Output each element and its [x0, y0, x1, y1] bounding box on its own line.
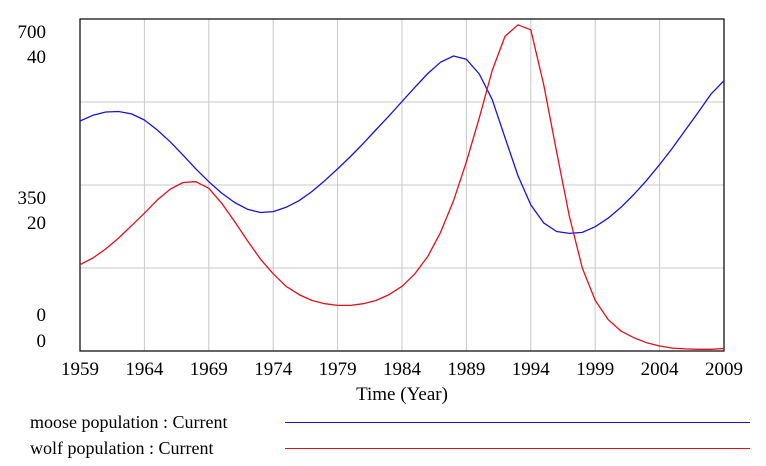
x-axis-title: Time (Year)	[356, 384, 448, 405]
y-tick-label-wolf: 20	[27, 213, 46, 234]
x-tick-label: 1984	[383, 359, 422, 380]
x-tick-label: 1959	[61, 359, 99, 380]
plot-frame	[79, 18, 725, 352]
x-tick-label: 2009	[705, 359, 743, 380]
y-tick-labels: 700 350 0 40 20 0	[18, 22, 47, 352]
legend-swatch-line	[285, 448, 750, 449]
legend-swatch-line	[285, 422, 750, 423]
chart: 1959 1964 1969 1974 1979 1984 1989 1994 1999 2004…	[18, 18, 743, 405]
legend-item-wolf: wolf population : Current	[30, 438, 750, 460]
grid	[80, 19, 724, 351]
x-tick-label: 2004	[641, 359, 680, 380]
y-tick-label-wolf: 0	[37, 331, 47, 352]
y-tick-label-moose: 0	[37, 305, 47, 326]
legend-label: moose population : Current	[30, 412, 228, 432]
x-tick-label: 1999	[576, 359, 614, 380]
x-tick-label: 1974	[254, 359, 293, 380]
x-tick-label: 1989	[447, 359, 485, 380]
x-tick-labels: 1959 1964 1969 1974 1979 1984 1989 1994 1999 2004…	[61, 359, 743, 380]
x-tick-label: 1969	[190, 359, 228, 380]
x-tick-label: 1994	[512, 359, 551, 380]
series-layer	[79, 24, 725, 350]
y-tick-label-wolf: 40	[27, 47, 46, 68]
x-tick-label: 1964	[125, 359, 164, 380]
x-tick-label: 1979	[319, 359, 357, 380]
y-tick-label-moose: 350	[18, 188, 47, 209]
moose-series-line	[79, 55, 725, 235]
legend-label: wolf population : Current	[30, 438, 214, 458]
legend-item-moose: moose population : Current	[30, 412, 750, 434]
y-tick-label-moose: 700	[18, 22, 47, 43]
wolf-series-line	[79, 24, 725, 350]
